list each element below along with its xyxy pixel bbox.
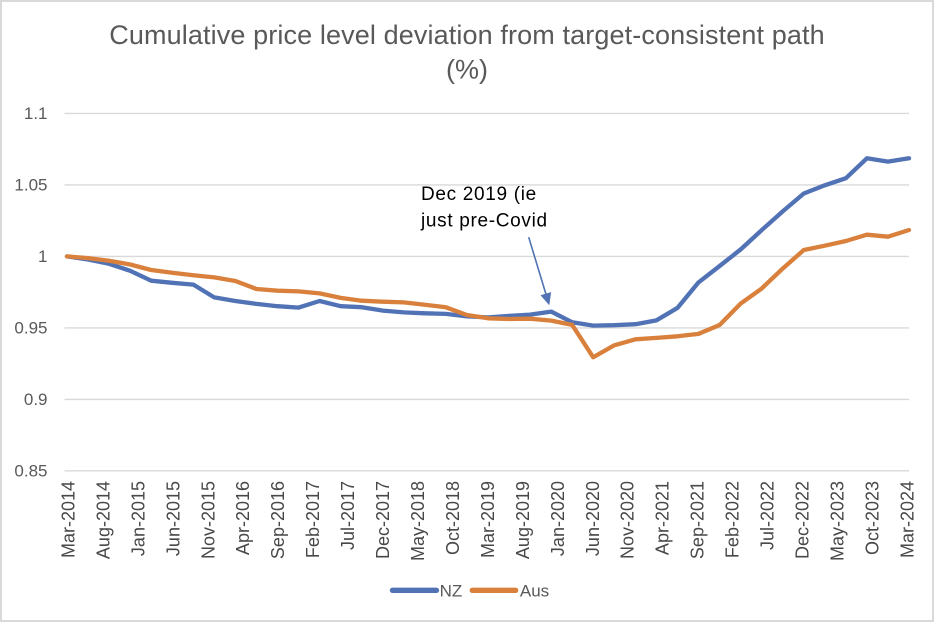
svg-text:1: 1 xyxy=(38,247,47,266)
svg-text:0.9: 0.9 xyxy=(24,390,48,409)
svg-text:Cumulative price level deviati: Cumulative price level deviation from ta… xyxy=(109,20,825,50)
svg-text:Nov-2020: Nov-2020 xyxy=(618,481,638,559)
svg-text:NZ: NZ xyxy=(440,581,463,600)
svg-text:Mar-2024: Mar-2024 xyxy=(897,481,917,558)
svg-text:Oct-2018: Oct-2018 xyxy=(443,481,463,555)
svg-text:1.05: 1.05 xyxy=(14,176,47,195)
svg-text:Mar-2014: Mar-2014 xyxy=(59,481,79,558)
svg-text:just pre-Covid: just pre-Covid xyxy=(420,211,548,232)
svg-text:Aug-2014: Aug-2014 xyxy=(94,481,114,559)
svg-text:Nov-2015: Nov-2015 xyxy=(198,481,218,559)
svg-text:Feb-2022: Feb-2022 xyxy=(723,481,743,558)
svg-text:Dec-2017: Dec-2017 xyxy=(373,481,393,559)
svg-text:Jun-2015: Jun-2015 xyxy=(163,481,183,556)
svg-text:Dec-2022: Dec-2022 xyxy=(793,481,813,559)
svg-text:Sep-2021: Sep-2021 xyxy=(688,481,708,559)
svg-text:Jun-2020: Jun-2020 xyxy=(583,481,603,556)
svg-text:May-2023: May-2023 xyxy=(827,481,847,561)
svg-text:Aug-2019: Aug-2019 xyxy=(513,481,533,559)
svg-text:0.95: 0.95 xyxy=(14,319,47,338)
svg-text:Jul-2022: Jul-2022 xyxy=(758,481,778,550)
svg-text:Jul-2017: Jul-2017 xyxy=(338,481,358,550)
svg-text:1.1: 1.1 xyxy=(24,104,48,123)
svg-text:Feb-2017: Feb-2017 xyxy=(303,481,323,558)
svg-text:Oct-2023: Oct-2023 xyxy=(862,481,882,555)
svg-text:0.85: 0.85 xyxy=(14,462,47,481)
svg-text:May-2018: May-2018 xyxy=(408,481,428,561)
svg-text:Mar-2019: Mar-2019 xyxy=(478,481,498,558)
svg-text:Apr-2021: Apr-2021 xyxy=(653,481,673,555)
svg-text:Dec 2019 (ie: Dec 2019 (ie xyxy=(421,184,537,205)
svg-text:Jan-2015: Jan-2015 xyxy=(128,481,148,556)
svg-text:Apr-2016: Apr-2016 xyxy=(233,481,253,555)
svg-text:Sep-2016: Sep-2016 xyxy=(268,481,288,559)
svg-text:Aus: Aus xyxy=(520,581,549,600)
svg-text:Jan-2020: Jan-2020 xyxy=(548,481,568,556)
svg-text:(%): (%) xyxy=(446,55,488,85)
